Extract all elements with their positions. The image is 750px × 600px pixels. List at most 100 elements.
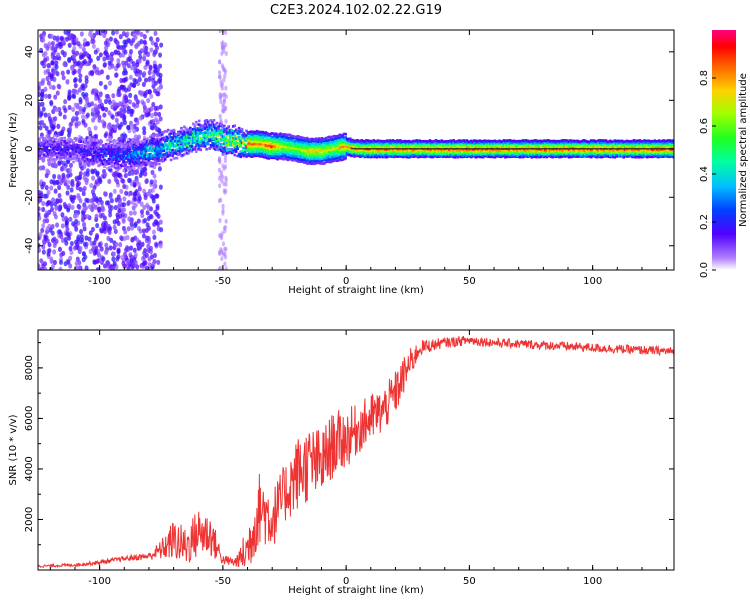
heatmap-cell	[144, 153, 148, 156]
heatmap-cell	[109, 145, 112, 149]
heatmap-cell	[264, 131, 268, 134]
heatmap-cell	[470, 139, 473, 143]
heatmap-cell	[162, 130, 166, 134]
heatmap-cell	[292, 139, 296, 143]
heatmap-cell	[84, 235, 89, 241]
heatmap-cell	[89, 152, 93, 155]
heatmap-cell	[265, 137, 269, 140]
heatmap-cell	[41, 37, 46, 43]
heatmap-cell	[77, 60, 82, 66]
heatmap-cell	[150, 134, 154, 137]
heatmap-cell	[126, 145, 130, 149]
heatmap-cell	[319, 154, 322, 157]
heatmap-cell	[359, 155, 362, 158]
heatmap-cell	[122, 148, 126, 152]
heatmap-cell	[436, 154, 439, 157]
heatmap-cell	[109, 161, 112, 165]
heatmap-cell	[168, 134, 171, 138]
heatmap-cell	[38, 215, 42, 221]
heatmap-cell	[273, 151, 276, 155]
heatmap-cell	[143, 151, 146, 155]
heatmap-cell	[326, 151, 330, 155]
heatmap-cell	[260, 133, 263, 137]
heatmap-cell	[403, 152, 407, 156]
heatmap-cell	[47, 137, 50, 141]
heatmap-cell	[311, 147, 315, 151]
heatmap-cell	[478, 144, 482, 148]
heatmap-cell	[335, 141, 339, 145]
heatmap-cell	[461, 155, 464, 159]
heatmap-cell	[496, 142, 500, 146]
heatmap-cell	[165, 135, 168, 139]
heatmap-cell	[119, 188, 124, 195]
heatmap-cell	[189, 133, 192, 137]
heatmap-cell	[144, 142, 148, 145]
heatmap-cell	[276, 138, 279, 141]
heatmap-cell	[108, 212, 113, 218]
heatmap-cell	[391, 151, 395, 154]
heatmap-cell	[177, 149, 180, 153]
heatmap-cell	[279, 140, 282, 143]
heatmap-cell	[121, 157, 124, 161]
heatmap-cell	[135, 147, 139, 151]
heatmap-cell	[252, 145, 256, 149]
heatmap-cell	[317, 154, 321, 158]
heatmap-cell	[363, 140, 367, 144]
heatmap-cell	[44, 146, 47, 150]
heatmap-cell	[132, 157, 136, 160]
heatmap-cell	[110, 63, 115, 69]
heatmap-cell	[226, 131, 229, 135]
heatmap-cell	[475, 155, 479, 159]
heatmap-cell	[101, 256, 106, 262]
heatmap-cell	[141, 261, 146, 267]
heatmap-cell	[82, 226, 87, 232]
heatmap-cell	[192, 122, 195, 126]
heatmap-cell	[126, 167, 130, 171]
heatmap-cell	[407, 145, 411, 149]
heatmap-cell	[332, 154, 336, 158]
heatmap-cell	[348, 143, 352, 146]
heatmap-cell	[78, 138, 81, 142]
heatmap-cell	[328, 152, 331, 156]
heatmap-cell	[177, 133, 180, 137]
heatmap-cell	[279, 148, 282, 151]
heatmap-cell	[302, 139, 306, 142]
heatmap-cell	[121, 217, 126, 223]
heatmap-cell	[134, 151, 137, 154]
heatmap-cell	[499, 155, 503, 159]
heatmap-cell	[168, 146, 171, 150]
heatmap-cell	[276, 157, 279, 161]
figure-title: C2E3.2024.102.02.22.G19	[270, 3, 442, 18]
heatmap-cell	[345, 151, 349, 155]
heatmap-cell	[169, 158, 173, 162]
heatmap-cell	[325, 148, 328, 152]
heatmap-cell	[78, 96, 83, 103]
heatmap-cell	[246, 142, 250, 146]
heatmap-cell	[428, 139, 432, 142]
heatmap-cell	[41, 249, 46, 255]
heatmap-cell	[459, 140, 463, 143]
heatmap-cell	[282, 147, 285, 151]
heatmap-cell	[251, 142, 254, 146]
heatmap-cell	[106, 166, 109, 170]
heatmap-cell	[492, 155, 495, 159]
heatmap-cell	[212, 128, 216, 131]
heatmap-cell	[177, 143, 180, 147]
heatmap-cell	[270, 142, 273, 146]
heatmap-cell	[93, 88, 98, 94]
heatmap-cell	[226, 127, 229, 130]
heatmap-cell	[458, 145, 461, 149]
heatmap-cell	[150, 138, 154, 141]
heatmap-cell	[462, 139, 466, 142]
heatmap-cell	[86, 158, 90, 161]
heatmap-cell	[104, 148, 108, 152]
heatmap-cell	[464, 146, 467, 149]
heatmap-cell	[480, 150, 484, 154]
heatmap-cell	[63, 99, 68, 105]
heatmap-cell	[72, 160, 75, 164]
heatmap-cell	[129, 164, 133, 168]
heatmap-cell	[409, 154, 413, 158]
heatmap-cell	[141, 148, 145, 152]
heatmap-cell	[199, 139, 202, 143]
heatmap-cell	[320, 147, 324, 151]
